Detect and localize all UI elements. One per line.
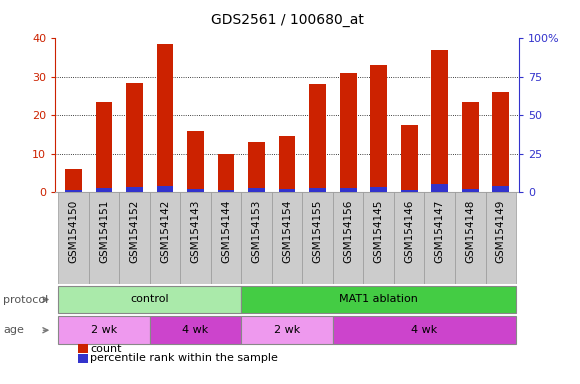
Text: MAT1 ablation: MAT1 ablation — [339, 294, 418, 304]
Text: count: count — [90, 344, 122, 354]
FancyBboxPatch shape — [89, 192, 119, 284]
Text: percentile rank within the sample: percentile rank within the sample — [90, 353, 278, 363]
Bar — [401, 125, 418, 192]
Bar — [340, 73, 357, 192]
FancyBboxPatch shape — [272, 192, 302, 284]
Text: GSM154152: GSM154152 — [129, 199, 139, 263]
Text: GSM154153: GSM154153 — [252, 199, 262, 263]
FancyBboxPatch shape — [180, 192, 211, 284]
Bar — [248, 188, 265, 192]
Bar — [187, 131, 204, 192]
Bar — [432, 184, 448, 192]
Bar — [65, 169, 82, 192]
Text: age: age — [3, 325, 24, 335]
Text: GSM154149: GSM154149 — [496, 199, 506, 263]
Bar — [370, 65, 387, 192]
Text: 2 wk: 2 wk — [274, 324, 300, 334]
Bar — [492, 186, 509, 192]
Text: GSM154154: GSM154154 — [282, 199, 292, 263]
FancyBboxPatch shape — [302, 192, 333, 284]
Bar — [370, 187, 387, 192]
FancyBboxPatch shape — [394, 192, 425, 284]
Bar — [279, 136, 295, 192]
Text: GSM154148: GSM154148 — [465, 199, 475, 263]
FancyBboxPatch shape — [241, 192, 272, 284]
FancyBboxPatch shape — [119, 192, 150, 284]
Bar — [96, 102, 113, 192]
Text: 2 wk: 2 wk — [91, 324, 117, 334]
FancyBboxPatch shape — [241, 316, 333, 344]
Bar — [187, 189, 204, 192]
FancyBboxPatch shape — [333, 192, 364, 284]
Bar — [157, 186, 173, 192]
Text: GSM154143: GSM154143 — [190, 199, 201, 263]
Bar — [309, 188, 326, 192]
Text: control: control — [130, 294, 169, 304]
FancyBboxPatch shape — [150, 192, 180, 284]
FancyBboxPatch shape — [364, 192, 394, 284]
Bar — [462, 189, 478, 192]
FancyBboxPatch shape — [425, 192, 455, 284]
Bar — [218, 154, 234, 192]
Bar — [157, 44, 173, 192]
Text: protocol: protocol — [3, 295, 48, 305]
Bar — [96, 188, 113, 192]
Bar — [126, 187, 143, 192]
Text: GSM154147: GSM154147 — [435, 199, 445, 263]
FancyBboxPatch shape — [455, 192, 485, 284]
Bar — [432, 50, 448, 192]
Bar — [492, 92, 509, 192]
Text: 4 wk: 4 wk — [411, 324, 437, 334]
Text: GSM154142: GSM154142 — [160, 199, 170, 263]
Bar — [340, 188, 357, 192]
Text: GSM154145: GSM154145 — [374, 199, 384, 263]
Bar — [218, 190, 234, 192]
FancyBboxPatch shape — [485, 192, 516, 284]
Text: GSM154156: GSM154156 — [343, 199, 353, 263]
Text: GSM154151: GSM154151 — [99, 199, 109, 263]
Text: GSM154144: GSM154144 — [221, 199, 231, 263]
Bar — [309, 84, 326, 192]
Bar — [462, 102, 478, 192]
Bar — [65, 190, 82, 192]
FancyBboxPatch shape — [333, 316, 516, 344]
Text: 4 wk: 4 wk — [182, 324, 209, 334]
FancyBboxPatch shape — [150, 316, 241, 344]
Bar — [126, 83, 143, 192]
FancyBboxPatch shape — [58, 286, 241, 313]
Text: GSM154146: GSM154146 — [404, 199, 414, 263]
FancyBboxPatch shape — [211, 192, 241, 284]
FancyBboxPatch shape — [58, 316, 150, 344]
Text: GDS2561 / 100680_at: GDS2561 / 100680_at — [211, 13, 364, 27]
Bar — [401, 190, 418, 192]
FancyBboxPatch shape — [58, 192, 89, 284]
Bar — [248, 142, 265, 192]
FancyBboxPatch shape — [241, 286, 516, 313]
Text: GSM154155: GSM154155 — [313, 199, 322, 263]
Text: GSM154150: GSM154150 — [68, 199, 78, 263]
Bar — [279, 189, 295, 192]
